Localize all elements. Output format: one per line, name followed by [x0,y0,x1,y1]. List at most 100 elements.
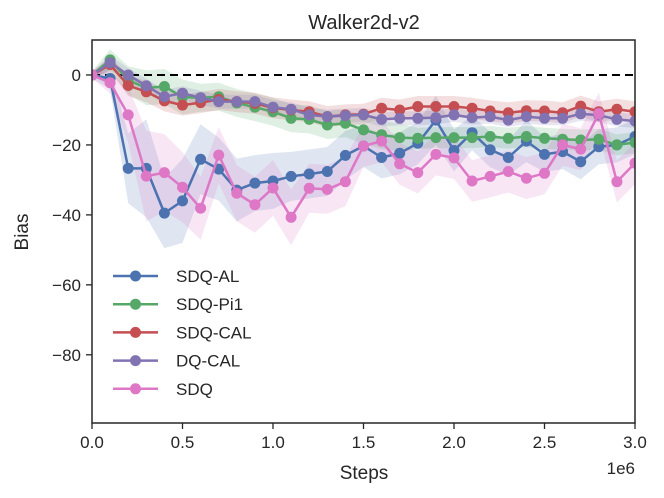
point-dq-cal [158,91,170,103]
point-sdq-al [339,149,351,161]
point-sdq-pi1 [629,137,635,148]
point-sdq-al [177,195,188,207]
legend-label: SDQ-CAL [176,323,252,342]
point-dq-cal [177,87,188,99]
legend-item-sdq: SDQ [113,380,213,399]
point-sdq [575,143,587,155]
point-sdq-al [376,152,388,163]
legend-marker [130,298,141,310]
point-sdq-pi1 [593,133,605,145]
band-sdq-cal [92,57,635,128]
point-sdq-al [502,152,514,163]
legend-marker [130,326,141,338]
point-dq-cal [539,112,550,124]
point-dq-cal [339,110,351,122]
x-tick-label: 0.5 [171,433,195,452]
point-dq-cal [430,112,442,124]
point-sdq-al [394,147,406,159]
point-sdq-pi1 [502,132,514,144]
point-sdq-al [158,207,170,219]
x-tick-label: 2.0 [442,433,466,452]
point-dq-cal [484,111,496,123]
point-sdq-al [285,170,297,182]
point-sdq [430,148,442,160]
y-tick-label: −60 [52,276,81,295]
band-sdq [92,71,635,246]
point-sdq-al [249,177,261,189]
point-dq-cal [358,109,369,121]
y-axis-label: Bias [12,214,33,251]
chart-title: Walker2d-v2 [308,12,420,34]
y-tick-label: −20 [52,136,81,155]
point-sdq-al [195,153,207,165]
point-dq-cal [140,80,152,92]
point-sdq-pi1 [158,81,170,92]
point-sdq [412,167,424,179]
point-dq-cal [629,115,635,127]
series-sdq [92,69,635,223]
point-sdq [285,211,297,223]
point-sdq-cal [394,104,406,116]
legend-label: SDQ-AL [176,267,239,286]
point-dq-cal [448,109,460,121]
point-sdq [339,176,351,188]
point-sdq [539,167,550,179]
band-sdq-pi1 [92,49,635,156]
x-tick-label: 1.0 [261,433,285,452]
x-axis-label: Steps [340,463,389,484]
point-sdq [629,157,635,169]
point-sdq [611,176,623,188]
point-sdq [520,172,532,184]
point-sdq-al [484,144,496,156]
series-lines [92,54,635,223]
point-dq-cal [394,112,406,124]
point-dq-cal [213,96,225,108]
legend-label: DQ-CAL [176,352,240,371]
point-dq-cal [249,96,261,108]
point-dq-cal [412,112,424,124]
point-dq-cal [321,111,333,123]
plot-area [91,39,636,424]
point-sdq [122,109,134,121]
point-dq-cal [520,111,532,123]
legend-label: SDQ-Pi1 [176,295,243,314]
x-axis: 0.0 0.5 1.0 1.5 2.0 2.5 3.0 [80,423,647,452]
point-sdq-al [122,162,134,174]
point-dq-cal [303,109,315,121]
point-sdq [140,170,152,182]
x-offset-label: 1e6 [607,459,635,478]
point-sdq [358,140,369,152]
point-sdq-pi1 [466,132,478,144]
point-sdq [484,170,496,182]
point-sdq-al [303,168,315,180]
point-sdq-cal [376,102,388,114]
point-sdq [158,167,170,179]
legend-item-sdq-cal: SDQ-CAL [113,323,252,342]
point-sdq-al [575,156,587,168]
legend-item-sdq-al: SDQ-AL [113,267,239,286]
legend-marker [130,383,141,395]
point-dq-cal [502,114,514,126]
point-sdq-pi1 [358,124,369,136]
point-dq-cal [231,96,243,108]
y-axis: 0 −20 −40 −60 −80 [52,66,92,365]
point-dq-cal [195,92,207,104]
point-sdq-pi1 [448,132,460,144]
point-sdq [466,175,478,187]
legend-marker [130,270,141,282]
point-dq-cal [611,113,623,125]
point-dq-cal [104,57,116,69]
point-sdq-pi1 [484,131,496,142]
y-tick-label: −40 [52,206,81,225]
point-dq-cal [285,103,297,115]
point-sdq [104,77,116,89]
x-tick-label: 0.0 [80,433,104,452]
point-sdq-cal [629,106,635,118]
point-sdq [213,149,225,161]
y-tick-label: 0 [72,66,81,85]
point-sdq-cal [466,102,478,114]
point-sdq [267,182,279,194]
x-tick-label: 1.5 [352,433,376,452]
point-sdq-pi1 [394,132,406,144]
